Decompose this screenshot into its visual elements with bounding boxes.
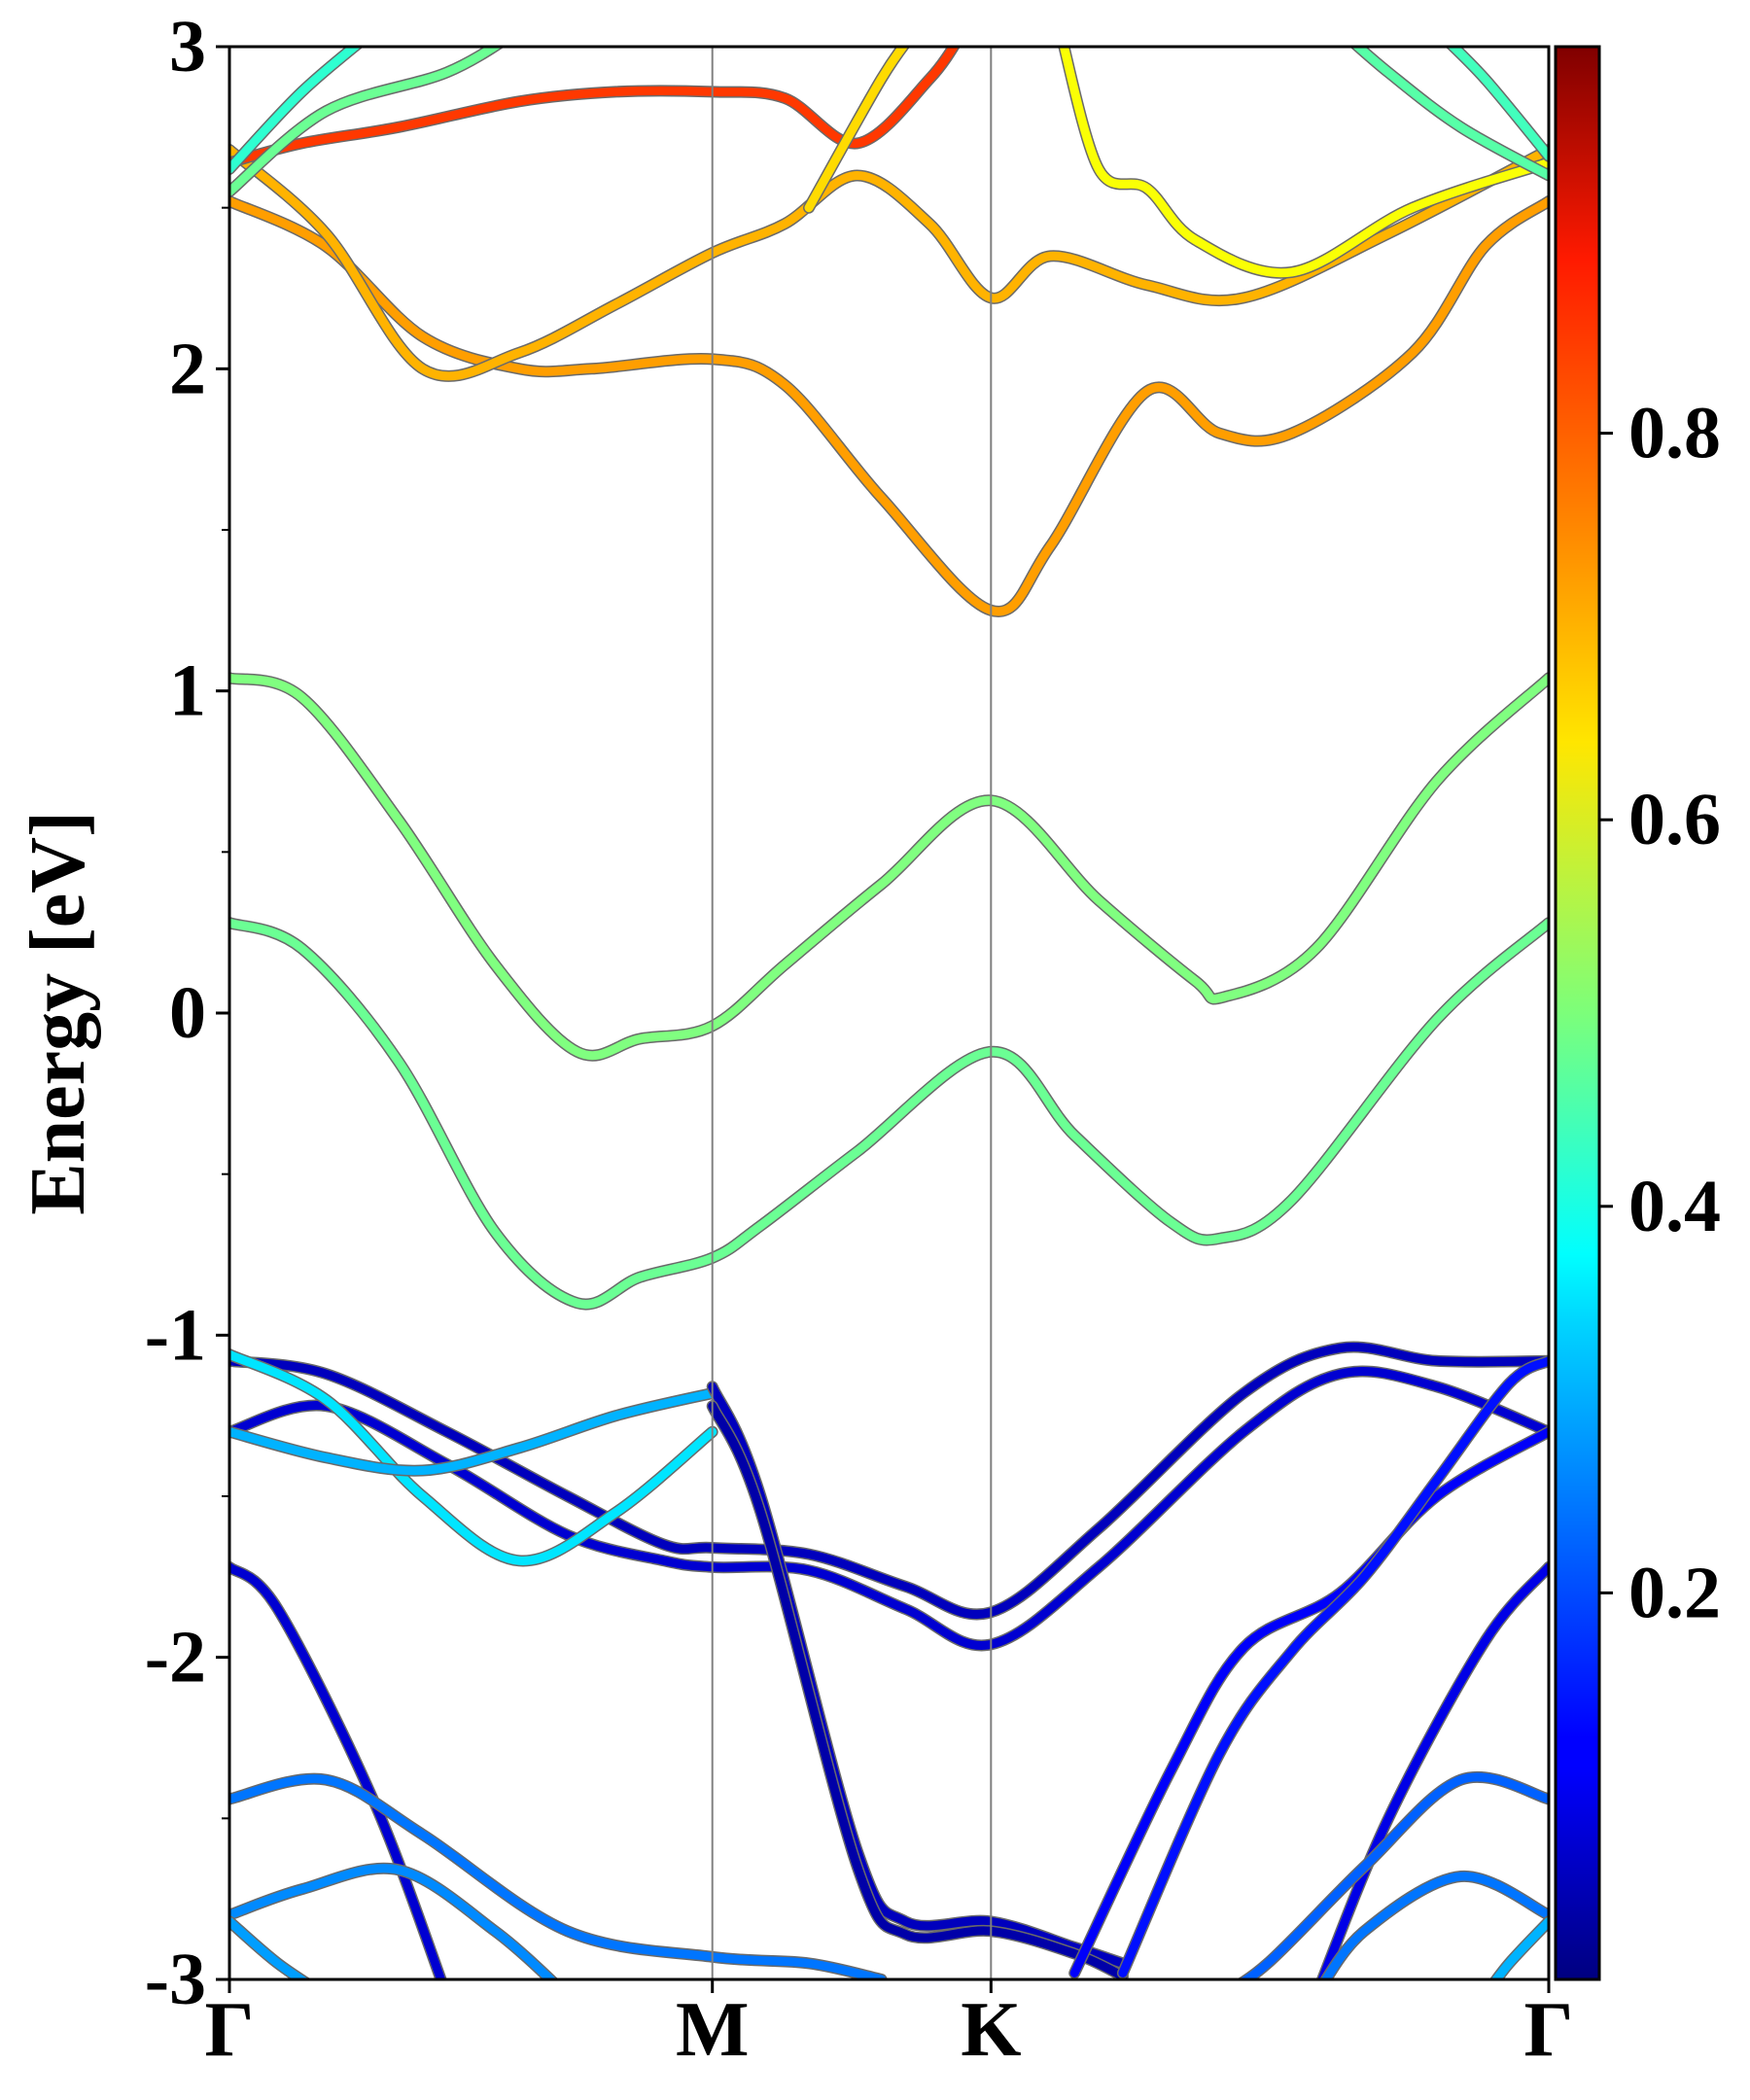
band-line — [229, 1916, 309, 1979]
colorbar-tick-label: 0.2 — [1628, 1552, 1721, 1633]
band-lines — [229, 47, 1549, 1979]
band-line — [1320, 1872, 1549, 1979]
band-line — [1351, 47, 1549, 180]
y-axis-title: Energy [eV] — [16, 811, 101, 1214]
band-line — [229, 918, 1549, 1310]
band-line — [229, 47, 503, 196]
band-line — [229, 47, 960, 167]
band-line — [229, 47, 362, 174]
band-line-outline — [706, 1400, 1129, 1979]
band-line — [708, 1401, 1128, 1979]
band-line — [229, 1388, 718, 1476]
band-line-outline — [229, 195, 1549, 617]
band-line — [229, 145, 1549, 381]
band-line-outline — [1348, 47, 1549, 182]
band-line — [1317, 1562, 1549, 1979]
x-tick-label: M — [676, 1987, 750, 2073]
colorbar-tick-label: 0.4 — [1628, 1166, 1721, 1247]
colorbar-tick-label: 0.6 — [1628, 779, 1721, 860]
band-line-outline — [229, 1341, 1549, 1621]
colorbar-tick-label: 0.8 — [1628, 393, 1721, 474]
band-line — [229, 673, 1549, 1061]
band-line — [229, 1349, 718, 1565]
band-line — [229, 196, 1549, 616]
y-axis-ticks: -3 -2 -1 0 1 2 3 — [145, 6, 229, 2020]
y-tick-label: -3 — [145, 1939, 206, 2020]
y-tick-label: -1 — [145, 1294, 206, 1376]
band-line — [229, 1367, 1549, 1650]
band-line — [804, 47, 909, 213]
x-tick-label: Γ — [205, 1987, 255, 2073]
band-line — [1069, 1427, 1549, 1978]
band-line — [229, 1774, 887, 1979]
y-tick-label: 1 — [169, 650, 206, 732]
x-tick-label: Γ — [1524, 1987, 1574, 2073]
band-line — [708, 1382, 1128, 1968]
band-line-outline — [706, 1381, 1129, 1970]
y-tick-label: -2 — [145, 1617, 206, 1698]
band-line — [1447, 47, 1549, 161]
high-symmetry-lines — [711, 47, 993, 1979]
band-line — [1118, 1356, 1549, 1978]
band-line — [1490, 1916, 1549, 1979]
y-tick-label: 3 — [169, 6, 206, 88]
band-line — [1239, 1772, 1549, 1979]
colorbar-ticks: 0.2 0.4 0.6 0.8 — [1599, 393, 1721, 1633]
band-line — [229, 1343, 1549, 1619]
colorbar — [1554, 45, 1601, 1981]
band-line — [229, 1864, 557, 1979]
band-line-outline — [1068, 1425, 1549, 1979]
band-line — [1059, 47, 1549, 278]
band-line-outline — [229, 1862, 559, 1979]
x-tick-label: K — [961, 1987, 1021, 2073]
band-line — [229, 1562, 446, 1979]
y-tick-label: 2 — [169, 328, 206, 409]
y-tick-label: 0 — [169, 972, 206, 1054]
